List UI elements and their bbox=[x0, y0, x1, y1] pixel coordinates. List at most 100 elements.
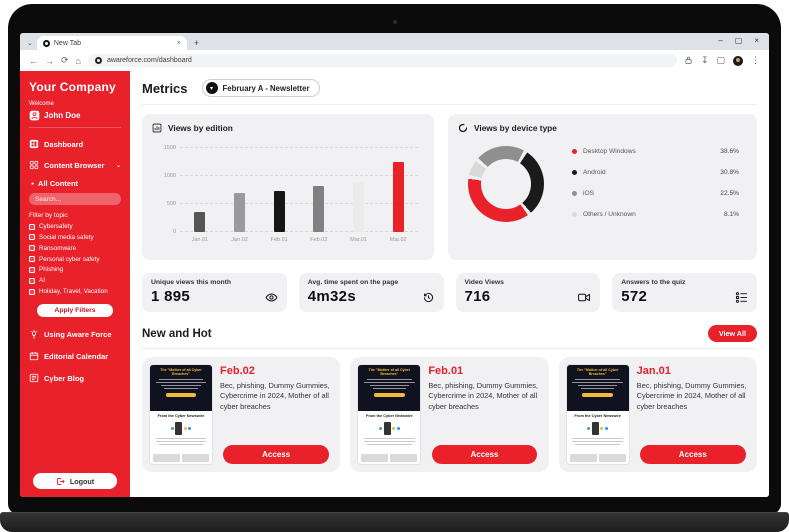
chart-title: Views by device type bbox=[474, 123, 557, 133]
logout-label: Logout bbox=[69, 476, 95, 486]
bar-Mar.02 bbox=[392, 162, 404, 232]
quiz-list-icon bbox=[735, 292, 747, 303]
profile-avatar[interactable] bbox=[733, 55, 743, 66]
x-axis-label: Feb.02 bbox=[310, 237, 328, 243]
x-axis-label: Jan.02 bbox=[231, 237, 248, 243]
reading-list-icon[interactable]: ▢ bbox=[716, 55, 725, 65]
sidebar-item-content-browser[interactable]: Content Browser ⌄ bbox=[29, 160, 121, 170]
thumb-line bbox=[364, 440, 415, 442]
chart-title: Views by edition bbox=[168, 123, 233, 133]
thumb-image-detail bbox=[600, 426, 604, 430]
newsletter-description: Bec, phishing, Dummy Gummies, Cybercrime… bbox=[636, 381, 747, 411]
legend-value: 30.8% bbox=[720, 169, 739, 176]
new-tab-icon[interactable]: + bbox=[193, 38, 200, 48]
y-axis-tick: 0 bbox=[172, 229, 176, 235]
newsletter-thumbnail[interactable]: The "Mother of all Cyber Breaches" From … bbox=[566, 365, 629, 464]
legend-value: 38.6% bbox=[720, 148, 739, 155]
thumb-image bbox=[170, 421, 192, 436]
thumb-line bbox=[164, 387, 198, 389]
newsletter-thumbnail[interactable]: The "Mother of all Cyber Breaches" From … bbox=[358, 365, 421, 464]
thumb-image-detail bbox=[379, 426, 383, 430]
checkbox-icon[interactable] bbox=[29, 234, 35, 241]
browser-toolbar: ← → ⟳ ⌂ awareforce.com/dashboard ↧ ▢ ⋮ bbox=[20, 50, 769, 71]
bar-Jan.01 bbox=[194, 212, 206, 232]
filter-checkbox-row[interactable]: Holiday, Travel, Vacation bbox=[29, 288, 121, 296]
filter-checkbox-row[interactable]: Ransomware bbox=[29, 245, 121, 253]
access-button[interactable]: Access bbox=[431, 445, 538, 464]
back-icon[interactable]: ← bbox=[29, 55, 38, 66]
filter-label: AI bbox=[39, 277, 45, 285]
x-axis-label: Feb.01 bbox=[270, 237, 288, 243]
stat-avg-time: Avg. time spent on the page 4m32s bbox=[298, 273, 444, 312]
section-title: New and Hot bbox=[142, 327, 212, 340]
checkbox-icon[interactable] bbox=[29, 277, 35, 284]
sidebar-item-using-aware-force[interactable]: Using Aware Force bbox=[29, 329, 121, 339]
user-profile[interactable]: John Doe bbox=[29, 110, 121, 128]
filter-checkbox-row[interactable]: Cybersafety bbox=[29, 223, 121, 231]
access-button[interactable]: Access bbox=[223, 445, 329, 464]
thumb-footer-image bbox=[390, 454, 418, 462]
gridline bbox=[180, 147, 418, 148]
logout-icon bbox=[56, 477, 65, 485]
filter-checkbox-row[interactable]: Phishing bbox=[29, 266, 121, 274]
thumb-image bbox=[379, 421, 400, 436]
address-bar[interactable]: awareforce.com/dashboard bbox=[87, 54, 677, 67]
thumb-headline: The "Mother of all Cyber Breaches" bbox=[576, 368, 619, 377]
thumb-cta-button bbox=[373, 392, 405, 397]
lightbulb-icon bbox=[30, 329, 38, 339]
sidebar-item-cyber-blog[interactable]: Cyber Blog bbox=[29, 373, 121, 383]
browser-tab[interactable]: New Tab × bbox=[36, 36, 187, 50]
access-button[interactable]: Access bbox=[640, 445, 746, 464]
sidebar-item-editorial-calendar[interactable]: Editorial Calendar bbox=[29, 351, 121, 361]
kebab-menu-icon[interactable]: ⋮ bbox=[751, 55, 760, 65]
thumb-line bbox=[575, 443, 621, 445]
tab-close-icon[interactable]: × bbox=[176, 39, 181, 47]
refresh-icon[interactable]: ⟳ bbox=[61, 55, 69, 65]
thumb-line bbox=[366, 378, 412, 380]
newsletter-description: Bec, phishing, Dummy Gummies, Cybercrime… bbox=[428, 381, 538, 411]
download-icon[interactable]: ↧ bbox=[700, 55, 709, 65]
tab-search-chevron-icon[interactable]: ⌄ bbox=[27, 40, 33, 47]
filter-checkbox-row[interactable]: Personal cyber safety bbox=[29, 256, 121, 264]
newsletter-card: The "Mother of all Cyber Breaches" From … bbox=[558, 357, 757, 472]
thumb-line bbox=[158, 378, 204, 380]
x-axis-label: Mar.02 bbox=[389, 237, 407, 243]
home-icon[interactable]: ⌂ bbox=[75, 55, 81, 66]
view-all-button[interactable]: View All bbox=[707, 325, 757, 342]
donut-chart bbox=[468, 146, 544, 222]
welcome-label: Welcome bbox=[29, 101, 54, 107]
thumb-body: From the Cyber Newswire bbox=[358, 410, 421, 464]
apply-filters-button[interactable]: Apply Filters bbox=[37, 304, 113, 318]
checkbox-icon[interactable] bbox=[29, 266, 35, 273]
main-content: Metrics ▾ February A - Newsletter Views … bbox=[130, 71, 769, 497]
forward-icon[interactable]: → bbox=[45, 55, 54, 66]
checkbox-icon[interactable] bbox=[29, 256, 35, 263]
newsletter-thumbnail[interactable]: The "Mother of all Cyber Breaches" From … bbox=[150, 365, 212, 464]
extensions-icon[interactable] bbox=[684, 56, 693, 65]
filter-checkbox-row[interactable]: Social media safety bbox=[29, 234, 121, 242]
search-input[interactable] bbox=[29, 193, 121, 205]
y-axis-tick: 1500 bbox=[163, 145, 176, 151]
minimize-icon[interactable]: – bbox=[718, 36, 723, 45]
chevron-down-icon[interactable]: ⌄ bbox=[115, 162, 121, 169]
logout-button[interactable]: Logout bbox=[32, 473, 118, 489]
stat-value: 4m32s bbox=[307, 288, 356, 305]
legend-bullet-icon bbox=[572, 149, 577, 154]
filter-label: Social media safety bbox=[39, 233, 94, 241]
maximize-icon[interactable]: ▢ bbox=[734, 36, 743, 45]
checkbox-icon[interactable] bbox=[29, 288, 35, 295]
tab-favicon-icon bbox=[42, 39, 50, 47]
checkbox-icon[interactable] bbox=[29, 245, 35, 252]
window-close-icon[interactable]: × bbox=[754, 36, 759, 45]
sidebar-item-all-content[interactable]: ● All Content bbox=[31, 179, 121, 188]
filter-checkbox-row[interactable]: AI bbox=[29, 277, 121, 285]
newsletter-dropdown[interactable]: ▾ February A - Newsletter bbox=[201, 79, 321, 97]
site-info-icon[interactable] bbox=[94, 57, 102, 64]
thumb-line bbox=[369, 384, 409, 386]
filter-label: Personal cyber safety bbox=[39, 255, 100, 263]
thumb-header: The "Mother of all Cyber Breaches" bbox=[566, 365, 629, 411]
checkbox-icon[interactable] bbox=[29, 223, 35, 230]
thumb-footer-image bbox=[153, 454, 180, 462]
thumb-image-detail bbox=[396, 426, 400, 430]
sidebar-item-dashboard[interactable]: Dashboard bbox=[29, 139, 121, 149]
